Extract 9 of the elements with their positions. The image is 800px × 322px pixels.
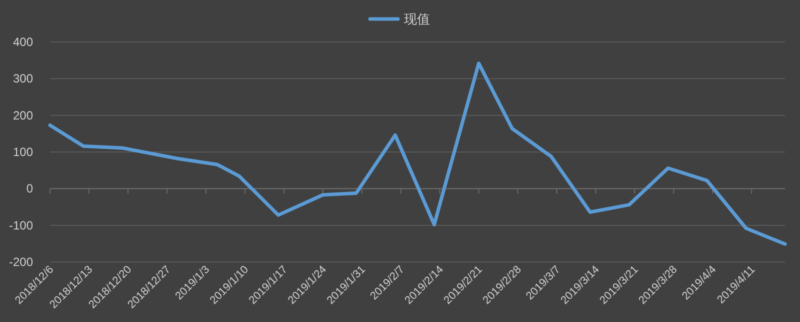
- y-tick-label: 100: [12, 145, 34, 159]
- y-tick-label: 200: [12, 108, 34, 122]
- legend-label: 现值: [404, 12, 430, 26]
- y-tick-label: -100: [8, 218, 34, 232]
- y-tick-label: 0: [26, 182, 34, 196]
- y-tick-label: 400: [12, 35, 34, 49]
- y-tick-label: 300: [12, 72, 34, 86]
- y-tick-label: -200: [8, 255, 34, 269]
- legend: 现值: [368, 12, 430, 26]
